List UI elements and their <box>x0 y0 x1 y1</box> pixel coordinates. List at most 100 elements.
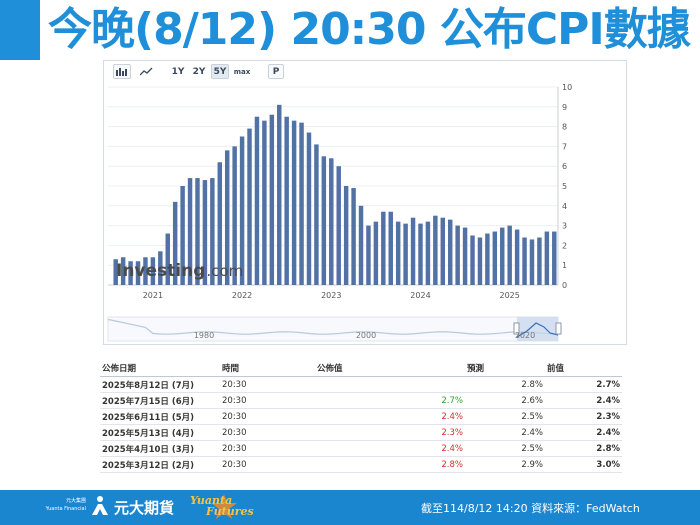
chart-bar <box>113 259 118 285</box>
row-date: 2025年4月10日 (3月) <box>100 440 220 457</box>
y-tick-label: 8 <box>562 123 567 132</box>
chart-bar <box>329 158 334 285</box>
table-header-row: 公佈日期 時間 公佈值 預測 前值 <box>100 360 622 377</box>
y-tick-label: 1 <box>562 261 567 270</box>
chart-bar <box>395 221 401 285</box>
row-previous: 3.0% <box>545 456 622 473</box>
chart-bar <box>158 251 163 285</box>
row-previous: 2.4% <box>545 424 622 441</box>
navigator-right-handle <box>555 322 562 335</box>
chart-bar <box>150 257 156 285</box>
chart-bar <box>462 227 468 285</box>
range-5y-button[interactable]: 5Y <box>211 64 229 79</box>
x-tick-label: 2021 <box>143 291 163 300</box>
row-time: 20:30 <box>220 408 315 425</box>
header-time: 時間 <box>220 360 315 377</box>
chart-bar <box>277 104 282 285</box>
x-tick-label: 2022 <box>232 291 252 300</box>
navigator-left-handle <box>513 322 520 335</box>
table-row: 2025年8月12日 (7月) 20:30 2.8% 2.7% <box>100 376 622 393</box>
line-chart-icon[interactable] <box>137 64 155 79</box>
row-time: 20:30 <box>220 456 315 473</box>
chart-bar <box>195 178 200 285</box>
yuanta-logo-icon <box>92 496 108 515</box>
chart-toolbar: 1Y 2Y 5Y max P <box>104 61 626 83</box>
row-date: 2025年6月11日 (5月) <box>100 408 220 425</box>
row-date: 2025年3月12日 (2月) <box>100 456 220 473</box>
chart-bar <box>418 223 423 285</box>
bar-chart-glyph <box>116 68 127 76</box>
row-actual: 2.8% <box>315 456 465 473</box>
table-row: 2025年7月15日 (6月) 20:30 2.7% 2.6% 2.4% <box>100 392 622 409</box>
table-row: 2025年6月11日 (5月) 20:30 2.4% 2.5% 2.3% <box>100 408 622 425</box>
x-tick-label: 2025 <box>500 291 520 300</box>
x-tick-label: 2024 <box>410 291 430 300</box>
row-forecast: 2.4% <box>465 424 545 441</box>
chart-bar <box>135 261 141 285</box>
chart-bar <box>314 144 319 285</box>
y-tick-label: 3 <box>562 222 567 231</box>
chart-bar <box>187 178 193 285</box>
row-forecast: 2.8% <box>465 376 545 393</box>
header-date: 公佈日期 <box>100 360 220 377</box>
row-time: 20:30 <box>220 424 315 441</box>
footer-bar: 元大集團 Yuanta Financial 元大期貨 Yuanta Future… <box>0 490 700 525</box>
chart-bar <box>172 201 178 285</box>
chart-bar <box>247 128 252 285</box>
chart-bar <box>507 225 512 285</box>
cpi-release-table: 公佈日期 時間 公佈值 預測 前值 2025年8月12日 (7月) 20:30 … <box>100 360 622 473</box>
row-previous: 2.4% <box>545 392 622 409</box>
chart-bar <box>143 257 148 285</box>
chart-bar <box>410 217 416 285</box>
row-previous: 2.3% <box>545 408 622 425</box>
chart-bar <box>343 186 349 285</box>
line-chart-glyph <box>139 67 152 76</box>
chart-bar <box>217 162 223 285</box>
chart-bar <box>232 146 237 285</box>
chart-bar <box>351 187 356 285</box>
chart-bar <box>180 186 185 285</box>
chart-bar <box>470 235 475 285</box>
navigator-year-label: 2020 <box>515 331 535 340</box>
navigator-series <box>107 318 559 335</box>
chart-bar <box>440 217 446 285</box>
chart-bar <box>239 136 245 285</box>
chart-bar <box>366 225 371 285</box>
row-actual: 2.3% <box>315 424 465 441</box>
chart-bar <box>336 166 341 285</box>
row-previous: 2.7% <box>545 376 622 393</box>
chart-bar <box>425 221 431 285</box>
row-actual: 2.4% <box>315 408 465 425</box>
row-time: 20:30 <box>220 376 315 393</box>
chart-bar <box>284 116 289 285</box>
x-tick-label: 2023 <box>321 291 341 300</box>
row-date: 2025年7月15日 (6月) <box>100 392 220 409</box>
range-2y-button[interactable]: 2Y <box>192 66 206 77</box>
y-tick-label: 7 <box>562 142 567 151</box>
chart-bar <box>128 261 133 285</box>
chart-bar <box>485 233 490 285</box>
row-forecast: 2.6% <box>465 392 545 409</box>
print-button[interactable]: P <box>268 64 284 79</box>
footer-brand-en-2: Futures <box>206 505 254 518</box>
investing-watermark-suffix: .com <box>206 262 243 280</box>
chart-bar <box>254 116 260 285</box>
range-1y-button[interactable]: 1Y <box>171 66 185 77</box>
row-actual: 2.4% <box>315 440 465 457</box>
chart-bar <box>358 205 364 285</box>
header-forecast: 預測 <box>465 360 545 377</box>
y-tick-label: 0 <box>562 281 567 290</box>
range-max-button[interactable]: max <box>233 67 251 76</box>
bar-chart-icon[interactable] <box>113 64 131 79</box>
y-tick-label: 4 <box>562 202 567 211</box>
footer-group-brand: 元大集團 Yuanta Financial <box>36 497 86 513</box>
chart-bar <box>552 231 557 285</box>
chart-bar <box>373 221 379 285</box>
footer-group-en: Yuanta Financial <box>45 506 86 512</box>
y-tick-label: 10 <box>562 83 572 92</box>
chart-bar <box>529 239 535 285</box>
navigator-window-series <box>516 322 559 338</box>
y-tick-label: 6 <box>562 162 567 171</box>
navigator-window <box>517 317 558 341</box>
y-tick-label: 2 <box>562 241 567 250</box>
